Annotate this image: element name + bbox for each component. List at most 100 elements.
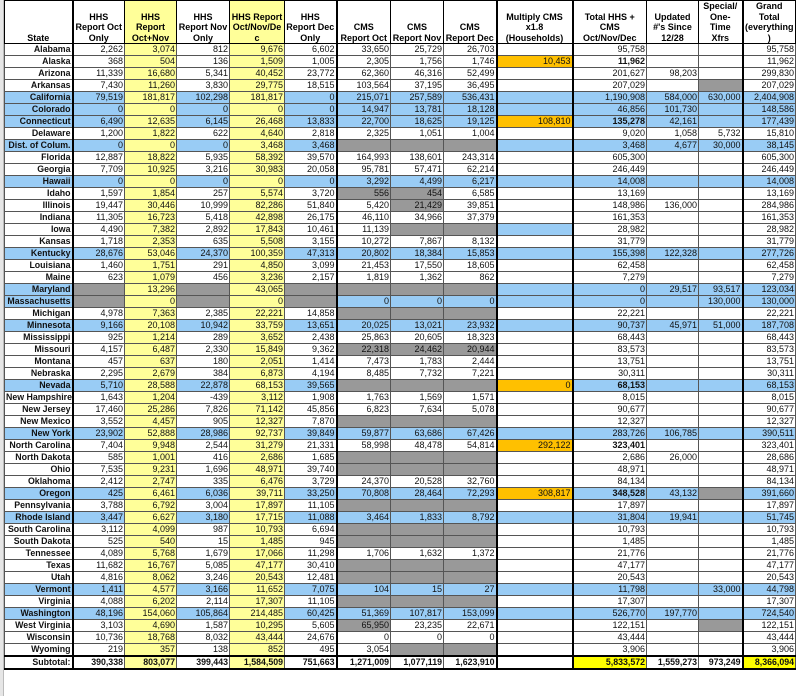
data-cell[interactable]: 10,461 — [284, 223, 338, 236]
data-cell[interactable]: 3,103 — [72, 619, 125, 632]
state-cell[interactable]: Vermont — [4, 583, 74, 596]
data-cell[interactable]: 79,519 — [72, 91, 125, 104]
subtotal-cell[interactable] — [496, 655, 574, 670]
data-cell[interactable]: 148,986 — [572, 199, 647, 212]
state-cell[interactable]: Wyoming — [4, 643, 74, 657]
data-cell[interactable] — [496, 535, 574, 548]
data-cell[interactable] — [698, 271, 744, 284]
data-cell[interactable]: 925 — [72, 331, 125, 344]
data-cell[interactable]: 20,543 — [572, 571, 647, 584]
data-cell[interactable]: 289 — [176, 331, 230, 344]
subtotal-cell[interactable]: 399,443 — [176, 655, 230, 670]
state-cell[interactable]: West Virginia — [4, 619, 74, 632]
data-cell[interactable]: 5,085 — [176, 559, 230, 572]
subtotal-cell[interactable]: 803,077 — [124, 655, 177, 670]
data-cell[interactable]: 4,088 — [72, 595, 125, 608]
data-cell[interactable] — [390, 559, 444, 572]
data-cell[interactable]: 540 — [124, 535, 177, 548]
data-cell[interactable]: 3,464 — [336, 511, 391, 524]
data-cell[interactable]: 945 — [284, 535, 338, 548]
data-cell[interactable]: 34,966 — [390, 211, 444, 224]
subtotal-cell[interactable]: 1,559,273 — [646, 655, 699, 670]
data-cell[interactable]: 19,125 — [443, 115, 498, 128]
data-cell[interactable]: 31,279 — [229, 439, 285, 452]
state-cell[interactable]: Arizona — [4, 67, 74, 80]
data-cell[interactable]: 153,099 — [443, 607, 498, 620]
data-cell[interactable]: 33,250 — [284, 487, 338, 500]
data-cell[interactable]: 22,221 — [229, 307, 285, 320]
data-cell[interactable]: 18,515 — [284, 79, 338, 92]
data-cell[interactable]: 58,998 — [336, 439, 391, 452]
data-cell[interactable]: 3,830 — [176, 79, 230, 92]
data-cell[interactable]: 16,767 — [124, 559, 177, 572]
data-cell[interactable] — [496, 523, 574, 536]
data-cell[interactable]: 2,679 — [124, 367, 177, 380]
data-cell[interactable] — [390, 379, 444, 392]
data-cell[interactable] — [496, 187, 574, 200]
data-cell[interactable]: 323,401 — [572, 439, 647, 452]
data-cell[interactable]: 0 — [336, 295, 391, 308]
data-cell[interactable] — [646, 547, 699, 560]
data-cell[interactable] — [496, 403, 574, 416]
data-cell[interactable]: 1,214 — [124, 331, 177, 344]
data-cell[interactable]: 6,036 — [176, 487, 230, 500]
state-cell[interactable]: Utah — [4, 571, 74, 584]
data-cell[interactable] — [646, 223, 699, 236]
data-cell[interactable]: 4,099 — [124, 523, 177, 536]
data-cell[interactable]: 3,729 — [284, 475, 338, 488]
data-cell[interactable]: 6,487 — [124, 343, 177, 356]
data-cell[interactable]: 68,153 — [229, 379, 285, 392]
data-cell[interactable]: 14,858 — [284, 307, 338, 320]
data-cell[interactable]: 0 — [284, 175, 338, 188]
data-cell[interactable]: 257 — [176, 187, 230, 200]
data-cell[interactable]: 3,720 — [284, 187, 338, 200]
data-cell[interactable]: 2,686 — [572, 451, 647, 464]
data-cell[interactable]: 17,897 — [572, 499, 647, 512]
data-cell[interactable]: 6,694 — [284, 523, 338, 536]
data-cell[interactable]: 10,793 — [229, 523, 285, 536]
data-cell[interactable] — [496, 595, 574, 608]
data-cell[interactable] — [496, 163, 574, 176]
data-cell[interactable] — [496, 547, 574, 560]
data-cell[interactable]: 605,300 — [572, 151, 647, 164]
data-cell[interactable]: 1,908 — [284, 391, 338, 404]
data-cell[interactable]: 1,001 — [124, 451, 177, 464]
data-cell[interactable]: 95,758 — [742, 43, 796, 56]
data-cell[interactable]: 48,196 — [72, 607, 125, 620]
column-header[interactable]: Grand Total (everything) — [742, 0, 796, 44]
data-cell[interactable]: 3,292 — [336, 175, 391, 188]
data-cell[interactable]: 130,000 — [698, 295, 744, 308]
data-cell[interactable]: 46,316 — [390, 67, 444, 80]
data-cell[interactable] — [496, 175, 574, 188]
data-cell[interactable]: 40,452 — [229, 67, 285, 80]
data-cell[interactable] — [496, 331, 574, 344]
data-cell[interactable]: 905 — [176, 415, 230, 428]
data-cell[interactable] — [443, 643, 498, 657]
data-cell[interactable]: 6,627 — [124, 511, 177, 524]
data-cell[interactable] — [646, 163, 699, 176]
data-cell[interactable] — [336, 535, 391, 548]
data-cell[interactable]: 51,369 — [336, 607, 391, 620]
data-cell[interactable]: 13,751 — [742, 355, 796, 368]
data-cell[interactable]: 4,640 — [229, 127, 285, 140]
data-cell[interactable]: 18,625 — [390, 115, 444, 128]
data-cell[interactable]: 8,062 — [124, 571, 177, 584]
data-cell[interactable]: 0 — [284, 103, 338, 116]
data-cell[interactable] — [698, 487, 744, 500]
data-cell[interactable]: 4,194 — [284, 367, 338, 380]
data-cell[interactable]: 635 — [176, 235, 230, 248]
data-cell[interactable]: 3,552 — [72, 415, 125, 428]
data-cell[interactable]: 33,650 — [336, 43, 391, 56]
column-header[interactable]: State — [4, 0, 74, 44]
data-cell[interactable]: 39,565 — [284, 379, 338, 392]
data-cell[interactable]: 18,323 — [443, 331, 498, 344]
data-cell[interactable]: 53,046 — [124, 247, 177, 260]
data-cell[interactable]: 43,132 — [646, 487, 699, 500]
data-cell[interactable]: 0 — [572, 295, 647, 308]
data-cell[interactable]: 7,279 — [572, 271, 647, 284]
data-cell[interactable]: 1,204 — [124, 391, 177, 404]
data-cell[interactable]: 20,543 — [742, 571, 796, 584]
data-cell[interactable] — [443, 559, 498, 572]
data-cell[interactable] — [443, 139, 498, 152]
data-cell[interactable]: 16,723 — [124, 211, 177, 224]
